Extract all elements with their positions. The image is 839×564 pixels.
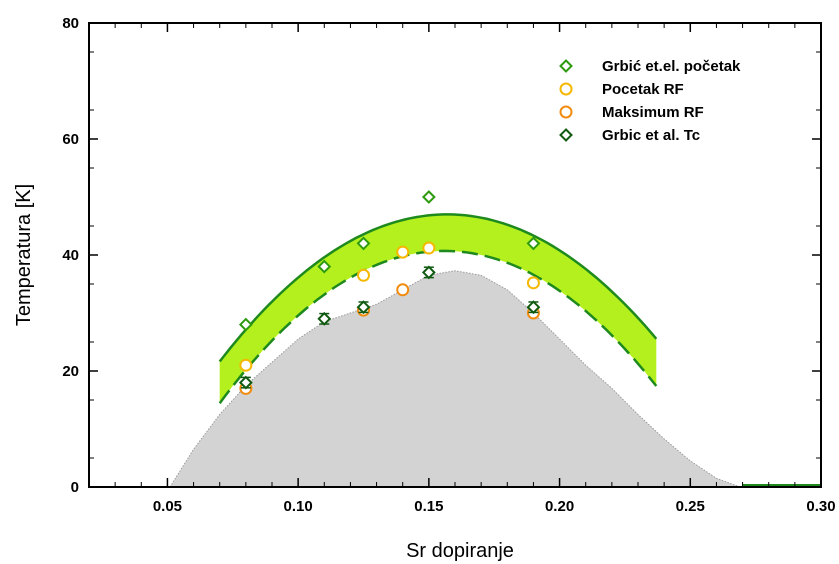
legend-entry-4: Grbic et al. Tc [559, 127, 700, 144]
band-layer [219, 214, 657, 404]
legend-label: Pocetak RF [602, 81, 684, 98]
x-tick-label: 0.20 [545, 498, 574, 515]
data-point [396, 245, 410, 259]
data-point [421, 265, 436, 280]
legend-label: Maksimum RF [602, 104, 704, 121]
x-tick-label: 0.25 [676, 498, 705, 515]
legend-marker [559, 59, 573, 73]
legend-entry-1: Grbić et.el. početak [559, 58, 741, 75]
data-point [396, 283, 410, 297]
data-point [317, 311, 332, 326]
legend-marker [559, 105, 573, 119]
data-point [526, 236, 541, 251]
y-tick-label: 40 [62, 247, 79, 264]
y-axis-label: Temperatura [K] [13, 184, 35, 326]
series-4 [238, 265, 541, 390]
y-tick-label: 20 [62, 363, 79, 380]
legend-entry-2: Pocetak RF [559, 81, 684, 98]
data-point [317, 259, 332, 274]
upper-curve [218, 213, 658, 363]
data-point [526, 300, 541, 315]
y-tick-label: 80 [62, 15, 79, 32]
data-point [238, 317, 253, 332]
x-tick-label: 0.05 [153, 498, 182, 515]
curve-layer [218, 213, 821, 487]
legend-marker [559, 128, 573, 142]
x-axis-label: Sr dopiranje [406, 540, 514, 562]
data-point [239, 358, 253, 372]
legend-marker [559, 82, 573, 96]
legend-entry-3: Maksimum RF [559, 104, 704, 121]
series-1 [238, 190, 541, 332]
y-tick-label: 0 [71, 479, 79, 496]
shaded-region-layer [169, 270, 741, 488]
y-tick-label: 60 [62, 131, 79, 148]
band-fill [219, 214, 657, 404]
data-point [356, 300, 371, 315]
x-tick-label: 0.15 [414, 498, 443, 515]
shaded-region [169, 270, 741, 488]
x-tick-label: 0.30 [806, 498, 835, 515]
data-point [526, 276, 540, 290]
series-layer [238, 190, 541, 395]
data-point [422, 241, 436, 255]
data-point [357, 268, 370, 282]
x-tick-label: 0.10 [284, 498, 313, 515]
data-point [238, 375, 253, 390]
series-2 [239, 241, 540, 372]
legend: Grbić et.el. početak Pocetak RF Maksimum R… [559, 58, 741, 144]
data-point [421, 190, 436, 204]
tick-layer: 0.05 0.10 0.15 0.20 0.25 0.30 0 20 40 60 80 [62, 15, 835, 515]
legend-label: Grbić et.el. početak [602, 58, 741, 75]
data-point [356, 236, 371, 251]
legend-label: Grbic et al. Tc [602, 127, 700, 144]
